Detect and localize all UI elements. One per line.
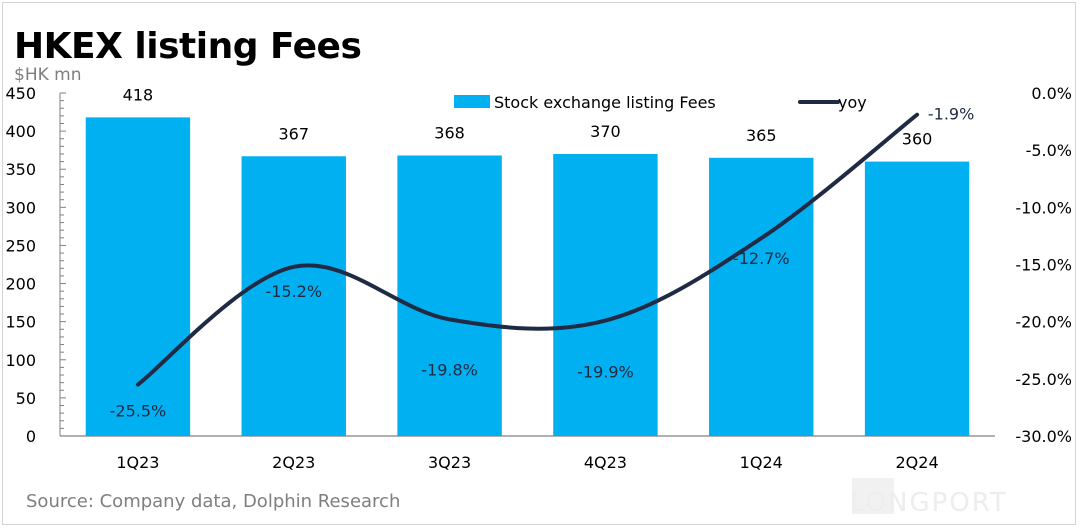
y-tick-label: 50 (16, 389, 36, 408)
y2-tick-label: -30.0% (1015, 427, 1072, 446)
line-series (135, 112, 920, 387)
bar-value-label: 367 (278, 124, 309, 143)
axes: 0 50 100 150 200 250 300 350 400 450 -30.0% -25.0% -… (5, 84, 1072, 472)
y2-tick-label: -25.0% (1015, 370, 1072, 389)
y2-tick-label: 0.0% (1031, 84, 1072, 103)
legend-swatch-bars (454, 95, 490, 108)
chart-title: HKEX listing Fees (14, 26, 362, 67)
bar-2Q23 (241, 156, 346, 436)
yoy-value-label: -15.2% (265, 282, 322, 301)
y-axis-unit-label: $HK mn (14, 65, 82, 85)
legend: Stock exchange listing Fees yoy (454, 93, 867, 112)
y2-tick-label: -15.0% (1015, 256, 1072, 275)
bar-value-label: 365 (746, 126, 777, 145)
bar-value-label: 418 (123, 85, 154, 104)
x-tick-label: 3Q23 (428, 453, 471, 472)
x-tick-label: 1Q24 (740, 453, 783, 472)
bar-2Q24 (864, 161, 970, 436)
y2-tick-label: -20.0% (1015, 313, 1072, 332)
y-tick-label: 400 (5, 122, 36, 141)
y-tick-label: 350 (5, 160, 36, 179)
x-tick-label: 4Q23 (584, 453, 627, 472)
yoy-value-label: -12.7% (733, 249, 790, 268)
legend-label-bars: Stock exchange listing Fees (494, 93, 716, 112)
yoy-value-label: -1.9% (928, 105, 974, 124)
y-tick-label: 450 (5, 84, 36, 103)
y-tick-label: 100 (5, 351, 36, 370)
y-tick-label: 150 (5, 313, 36, 332)
yoy-line (135, 112, 920, 387)
x-tick-label: 2Q24 (896, 453, 939, 472)
watermark-logo-icon (852, 478, 894, 514)
y-tick-label: 250 (5, 236, 36, 255)
legend-label-line: yoy (838, 93, 867, 112)
bar-4Q23 (553, 153, 658, 436)
yoy-value-label: -19.9% (577, 363, 634, 382)
bar-series (85, 117, 970, 437)
bar-value-label: 360 (902, 130, 933, 149)
y-tick-label: 300 (5, 198, 36, 217)
data-labels: 418 367 368 370 365 360 -25.5% -15.2% -19.8% -19.… (110, 85, 975, 420)
bar-value-label: 368 (434, 124, 465, 143)
watermark-text: LONGPORT (850, 488, 1008, 518)
y2-tick-label: -5.0% (1026, 141, 1072, 160)
bar-1Q23 (85, 117, 191, 436)
bar-1Q24 (709, 157, 814, 437)
yoy-value-label: -19.8% (421, 360, 478, 379)
y-tick-label: 200 (5, 275, 36, 294)
source-note: Source: Company data, Dolphin Research (26, 491, 401, 512)
yoy-value-label: -25.5% (110, 402, 167, 421)
y2-tick-label: -10.0% (1015, 198, 1072, 217)
bar-3Q23 (397, 155, 502, 436)
y-tick-label: 0 (26, 427, 36, 446)
bar-value-label: 370 (590, 122, 621, 141)
x-tick-label: 2Q23 (272, 453, 315, 472)
x-tick-label: 1Q23 (116, 453, 159, 472)
